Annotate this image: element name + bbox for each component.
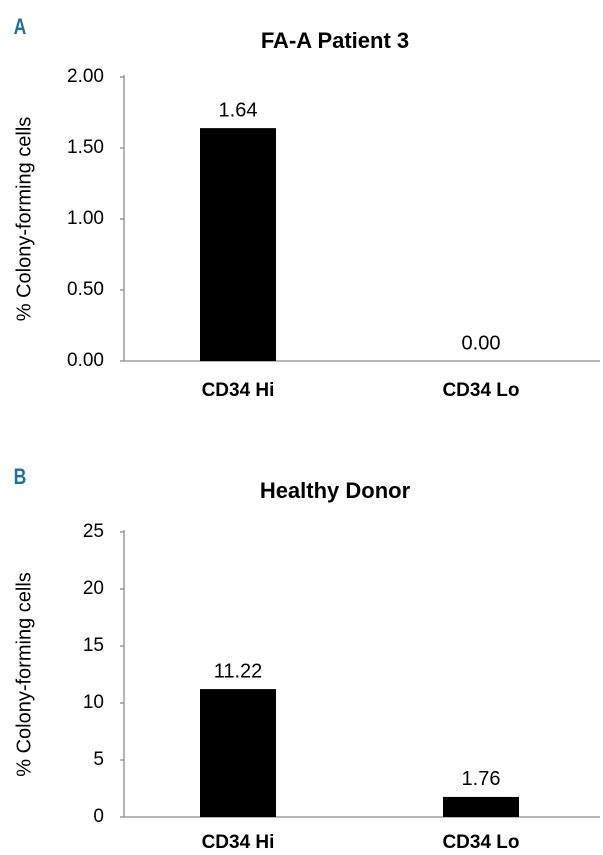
- y-tick-label: 1.50: [67, 137, 104, 158]
- data-label: 1.64: [219, 99, 258, 121]
- x-tick-label: CD34 Lo: [442, 832, 519, 853]
- x-tick-label: CD34 Hi: [202, 380, 275, 401]
- y-tick-label: 25: [83, 521, 104, 542]
- y-axis-label: % Colony-forming cells: [13, 117, 35, 322]
- y-tick-label: 1.00: [67, 208, 104, 229]
- bar: [200, 128, 276, 361]
- y-tick-label: 10: [83, 692, 104, 713]
- y-tick-label: 2.00: [67, 66, 104, 87]
- bar: [443, 796, 519, 817]
- panel-label: A: [14, 15, 27, 39]
- y-tick-label: 15: [83, 635, 104, 656]
- data-label: 11.22: [214, 660, 263, 682]
- y-tick-label: 20: [83, 578, 104, 599]
- panel-label: B: [14, 465, 27, 489]
- data-label: 1.76: [462, 768, 501, 790]
- bar: [200, 689, 276, 817]
- y-axis-label: % Colony-forming cells: [13, 572, 35, 777]
- y-tick-label: 0.50: [67, 279, 104, 300]
- x-tick-label: CD34 Hi: [202, 832, 275, 853]
- chart-title: Healthy Donor: [260, 478, 411, 503]
- data-label: 0.00: [462, 332, 501, 354]
- y-tick-label: 0: [93, 806, 104, 827]
- x-tick-label: CD34 Lo: [442, 380, 519, 401]
- y-tick-label: 5: [93, 749, 104, 770]
- y-tick-label: 0.00: [67, 350, 104, 371]
- chart-title: FA-A Patient 3: [261, 28, 409, 53]
